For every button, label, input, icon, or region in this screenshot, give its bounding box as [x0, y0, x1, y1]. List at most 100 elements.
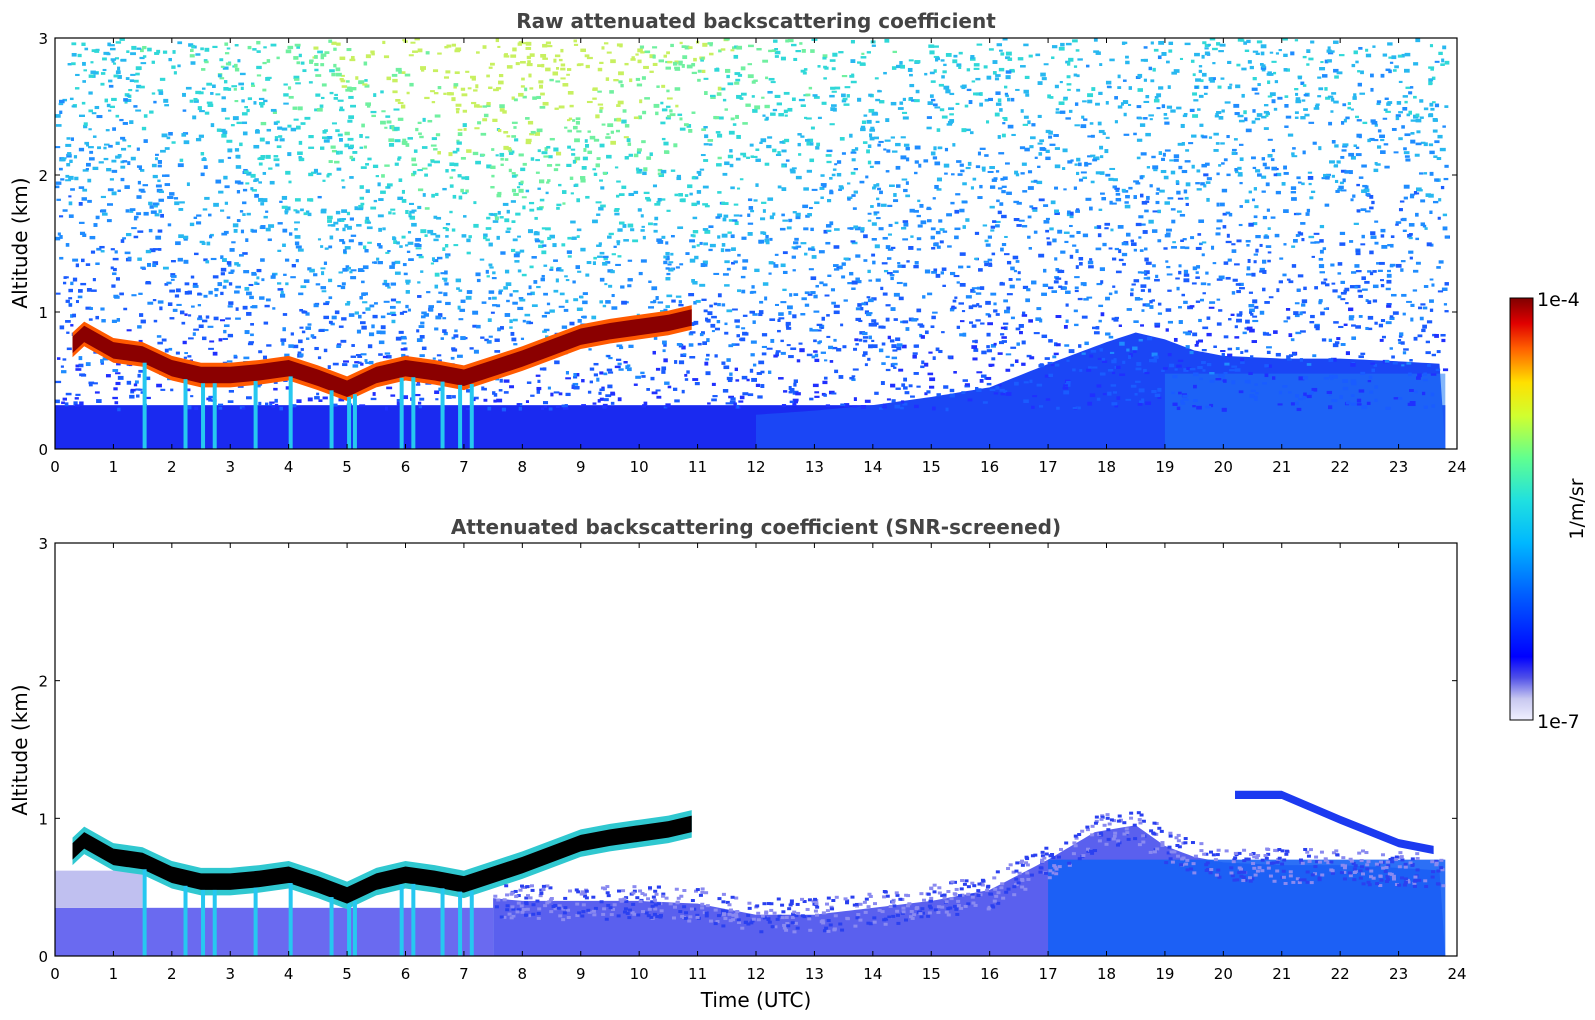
- noise-speckle: [188, 337, 194, 340]
- noise-speckle: [117, 189, 121, 192]
- noise-speckle: [150, 210, 157, 214]
- noise-speckle: [988, 262, 992, 265]
- noise-speckle: [235, 317, 241, 320]
- noise-speckle: [510, 331, 515, 336]
- noise-speckle: [157, 164, 162, 168]
- noise-speckle: [256, 282, 260, 285]
- noise-speckle: [589, 367, 595, 371]
- noise-speckle: [1278, 48, 1282, 52]
- noise-speckle: [1054, 342, 1058, 347]
- noise-speckle: [145, 281, 152, 285]
- noise-speckle: [122, 139, 127, 142]
- noise-speckle: [488, 86, 493, 90]
- noise-speckle: [1248, 304, 1255, 308]
- noise-speckle: [1216, 322, 1222, 326]
- noise-speckle: [220, 255, 224, 260]
- noise-speckle: [70, 324, 74, 327]
- noise-speckle: [1122, 262, 1126, 266]
- noise-speckle: [1343, 118, 1347, 123]
- noise-speckle: [1144, 257, 1149, 262]
- noise-speckle: [628, 192, 635, 197]
- noise-speckle: [1000, 326, 1006, 330]
- noise-speckle: [365, 216, 370, 221]
- noise-speckle: [895, 165, 901, 170]
- noise-speckle: [391, 73, 398, 77]
- noise-speckle: [307, 323, 312, 326]
- noise-speckle: [1126, 308, 1132, 311]
- noise-speckle: [998, 67, 1005, 72]
- noise-speckle: [486, 101, 491, 106]
- noise-speckle: [1002, 322, 1009, 325]
- noise-speckle: [275, 163, 280, 167]
- noise-speckle: [385, 251, 390, 254]
- noise-speckle: [999, 202, 1004, 206]
- noise-speckle: [909, 96, 913, 101]
- noise-speckle: [1358, 176, 1364, 179]
- noise-speckle: [254, 193, 259, 198]
- noise-speckle: [111, 97, 117, 101]
- noise-speckle: [710, 95, 716, 99]
- noise-speckle: [1218, 50, 1224, 53]
- noise-speckle: [261, 278, 265, 282]
- noise-speckle: [1425, 193, 1431, 197]
- noise-speckle: [1027, 186, 1034, 190]
- noise-speckle: [92, 166, 99, 171]
- noise-speckle: [342, 227, 346, 232]
- noise-speckle: [1145, 132, 1151, 137]
- noise-speckle: [699, 332, 704, 337]
- noise-speckle: [1252, 315, 1258, 318]
- noise-speckle: [636, 150, 641, 154]
- noise-speckle: [883, 403, 887, 406]
- noise-speckle: [890, 307, 896, 311]
- noise-speckle: [1305, 212, 1310, 216]
- noise-speckle: [265, 402, 269, 406]
- noise-speckle: [581, 404, 587, 407]
- noise-speckle: [728, 130, 735, 135]
- noise-speckle: [1147, 288, 1152, 293]
- noise-speckle: [298, 140, 303, 145]
- noise-speckle: [941, 267, 947, 271]
- noise-speckle: [1250, 389, 1256, 392]
- noise-speckle: [1433, 155, 1438, 158]
- noise-speckle: [202, 157, 206, 160]
- noise-speckle: [871, 44, 876, 47]
- noise-speckle: [603, 372, 608, 376]
- noise-speckle: [420, 66, 426, 70]
- noise-speckle: [386, 183, 393, 187]
- noise-speckle: [437, 86, 442, 90]
- noise-speckle: [394, 260, 401, 264]
- noise-speckle: [638, 271, 643, 276]
- noise-speckle: [876, 197, 880, 201]
- noise-speckle: [991, 252, 996, 256]
- noise-speckle: [263, 215, 268, 219]
- noise-speckle: [87, 199, 92, 203]
- noise-speckle: [465, 295, 472, 300]
- noise-speckle: [486, 216, 491, 220]
- noise-speckle: [1009, 284, 1015, 289]
- noise-speckle: [1286, 316, 1291, 320]
- noise-speckle: [500, 157, 504, 161]
- noise-speckle: [1333, 321, 1339, 324]
- noise-speckle: [693, 57, 697, 62]
- noise-speckle: [1277, 96, 1283, 100]
- noise-speckle: [1395, 114, 1401, 118]
- noise-speckle: [1211, 245, 1215, 250]
- noise-speckle: [1084, 162, 1089, 167]
- noise-speckle: [492, 296, 497, 300]
- noise-speckle: [283, 83, 288, 86]
- noise-speckle: [972, 357, 978, 361]
- noise-speckle: [777, 151, 781, 155]
- noise-speckle: [1348, 152, 1355, 157]
- noise-speckle: [1004, 92, 1009, 96]
- noise-speckle: [1314, 241, 1320, 244]
- noise-speckle: [934, 161, 941, 166]
- noise-speckle: [1022, 190, 1028, 193]
- noise-speckle: [411, 163, 418, 166]
- noise-speckle: [549, 268, 554, 271]
- noise-speckle: [787, 305, 793, 310]
- noise-speckle: [528, 73, 532, 78]
- noise-speckle: [565, 299, 569, 303]
- noise-speckle: [816, 323, 823, 327]
- noise-speckle: [611, 306, 618, 310]
- noise-speckle: [140, 62, 147, 65]
